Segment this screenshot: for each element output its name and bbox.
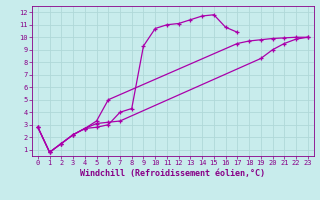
X-axis label: Windchill (Refroidissement éolien,°C): Windchill (Refroidissement éolien,°C) bbox=[80, 169, 265, 178]
